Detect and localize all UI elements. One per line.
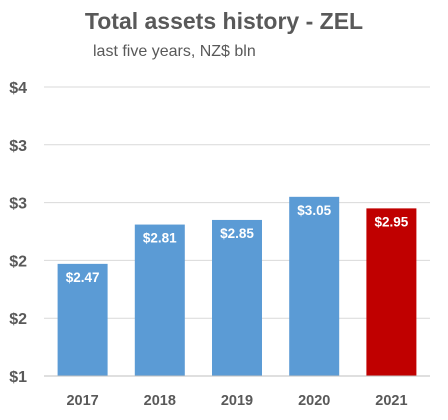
- data-label: $2.95: [375, 214, 409, 229]
- data-label: $2.81: [143, 231, 177, 246]
- data-label: $2.85: [220, 226, 254, 241]
- y-axis: $1 $2 $2 $3 $3 $4: [9, 80, 27, 386]
- x-tick-label: 2017: [66, 393, 98, 409]
- x-tick-label: 2018: [144, 393, 176, 409]
- chart-title: Total assets history - ZEL: [84, 8, 364, 34]
- bar: [289, 196, 340, 376]
- bar: [57, 263, 108, 376]
- y-tick-label: $2: [9, 253, 27, 270]
- y-tick-label: $1: [9, 369, 27, 386]
- y-tick-label: $2: [9, 311, 27, 328]
- bars: $2.47 $2.81 $2.85 $3.05 $2.95: [57, 196, 417, 376]
- bar: [366, 208, 417, 376]
- bar: [212, 219, 262, 376]
- x-tick-label: 2019: [221, 393, 253, 409]
- data-label: $2.47: [66, 270, 100, 285]
- x-axis: 2017 2018 2019 2020 2021: [44, 375, 430, 409]
- chart-subtitle: last five years, NZ$ bln: [93, 43, 256, 60]
- bar: [134, 224, 185, 376]
- y-tick-label: $3: [9, 138, 27, 155]
- y-tick-label: $3: [9, 196, 27, 213]
- x-tick-label: 2020: [298, 393, 330, 409]
- x-tick-label: 2021: [375, 393, 407, 409]
- data-label: $3.05: [297, 203, 331, 218]
- y-tick-label: $4: [9, 80, 27, 97]
